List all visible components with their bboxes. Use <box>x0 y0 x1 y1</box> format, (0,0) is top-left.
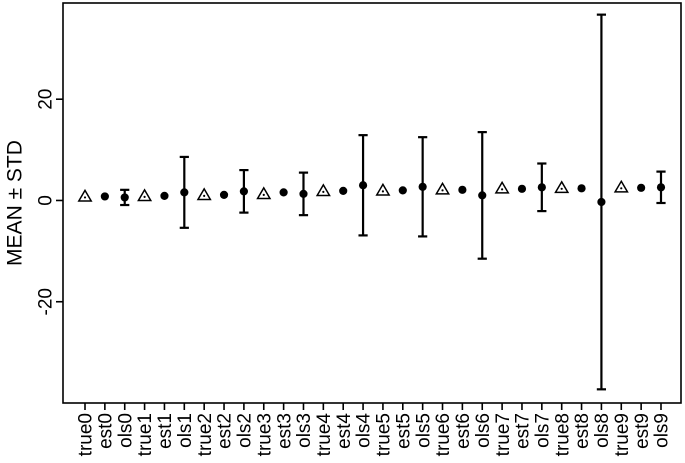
marker-ols-point <box>537 183 546 192</box>
x-tick-label: true5 <box>374 413 395 456</box>
marker-est-point <box>577 184 586 193</box>
y-tick-label: 0 <box>36 195 57 206</box>
marker-ols-point <box>299 189 308 198</box>
marker-est-point <box>517 184 527 193</box>
marker-est-point <box>279 188 288 197</box>
marker-ols-point <box>239 187 248 196</box>
marker-est-point <box>160 191 169 201</box>
y-tick-label: -20 <box>36 288 57 315</box>
x-tick-label: est3 <box>274 413 295 449</box>
marker-true-triangle <box>435 181 451 195</box>
x-tick-label: ols5 <box>413 413 434 448</box>
plot-border <box>62 2 682 404</box>
marker-true-triangle <box>256 186 272 200</box>
errorbar-layer <box>120 13 666 391</box>
x-tick-label: ols8 <box>592 413 613 448</box>
marker-true-center-dot <box>381 190 385 193</box>
marker-ols-point <box>358 181 368 190</box>
x-tick-label: ols0 <box>115 413 136 448</box>
marker-est-point <box>219 190 229 199</box>
x-tick-label: est7 <box>513 413 534 449</box>
x-tick-label: true1 <box>135 413 156 456</box>
x-tick-label: true6 <box>433 413 454 456</box>
marker-ols-point <box>478 191 487 200</box>
marker-true-center-dot <box>262 193 265 196</box>
marker-true-center-dot <box>501 188 504 191</box>
marker-true-triangle <box>494 180 510 194</box>
marker-est-point <box>458 185 467 194</box>
x-tick-label: est4 <box>334 413 355 449</box>
x-tick-label: true4 <box>314 413 335 457</box>
marker-true-triangle <box>315 183 331 197</box>
x-tick-label: ols7 <box>532 413 553 448</box>
x-tick-label: ols2 <box>235 413 256 448</box>
marker-est-point <box>100 192 109 201</box>
marker-true-center-dot <box>83 196 87 199</box>
x-tick-label: est5 <box>393 413 414 449</box>
marker-true-center-dot <box>203 194 206 197</box>
marker-est-point <box>637 183 646 192</box>
marker-ols-point <box>418 182 427 191</box>
marker-true-center-dot <box>560 187 563 190</box>
y-tick-label: 20 <box>36 89 57 110</box>
marker-true-triangle <box>77 188 93 202</box>
x-tick-label: true0 <box>76 413 97 456</box>
marker-true-center-dot <box>620 187 623 190</box>
marker-ols-point <box>180 188 189 197</box>
x-tick-label: ols6 <box>473 413 494 448</box>
marker-ols-point <box>120 193 129 202</box>
x-tick-label: ols4 <box>354 413 375 448</box>
marker-true-triangle <box>554 180 570 194</box>
x-tick-label: true2 <box>195 413 216 456</box>
marker-ols-point <box>656 183 666 192</box>
x-tick-label: true7 <box>493 413 514 456</box>
x-tick-label: ols3 <box>294 413 315 448</box>
y-axis-title: MEAN ± STD <box>3 140 26 266</box>
x-tick-label: true8 <box>552 413 573 456</box>
marker-true-center-dot <box>441 189 444 192</box>
marker-true-triangle <box>613 179 629 193</box>
x-tick-label: ols1 <box>175 413 196 448</box>
marker-true-triangle <box>196 187 212 201</box>
marker-ols-point <box>597 197 606 207</box>
marker-est-point <box>339 186 348 195</box>
marker-layer <box>77 179 666 207</box>
axis-layer: -20020true0est0ols0true1est1ols1true2est… <box>36 2 682 457</box>
x-tick-label: est1 <box>155 413 176 449</box>
x-tick-label: est8 <box>572 413 593 449</box>
marker-true-triangle <box>375 182 391 196</box>
marker-true-center-dot <box>143 195 146 199</box>
x-tick-label: est2 <box>215 413 236 449</box>
x-tick-label: est9 <box>632 413 653 449</box>
marker-true-center-dot <box>322 190 325 193</box>
x-tick-label: true3 <box>254 413 275 456</box>
x-tick-label: est0 <box>96 413 117 449</box>
x-tick-label: true9 <box>612 413 633 456</box>
marker-est-point <box>398 186 407 195</box>
x-tick-label: est6 <box>453 413 474 449</box>
x-tick-label: ols9 <box>652 413 673 448</box>
marker-true-triangle <box>137 188 153 202</box>
